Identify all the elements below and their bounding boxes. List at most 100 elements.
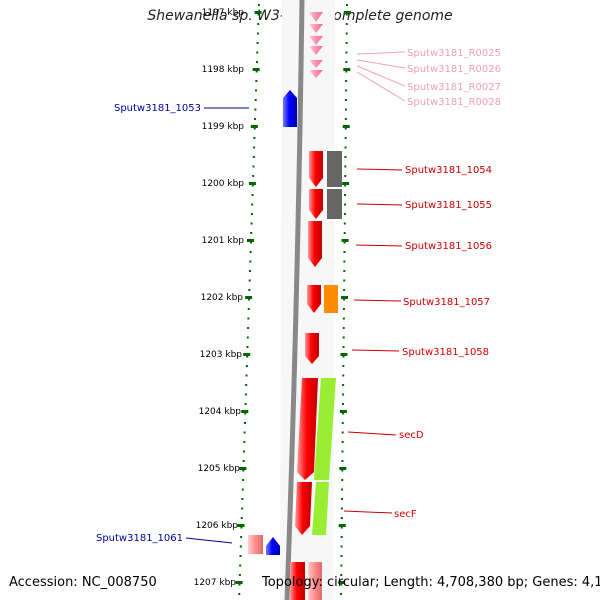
gene-1058[interactable] bbox=[305, 333, 319, 364]
ruler-dot bbox=[243, 422, 246, 424]
label-1061[interactable]: Sputw3181_1061 bbox=[96, 533, 183, 544]
ruler-dot bbox=[342, 374, 345, 377]
cog-1055 bbox=[327, 189, 342, 219]
gene-1054[interactable] bbox=[309, 151, 323, 187]
ruler-dot bbox=[256, 42, 259, 44]
label-1057[interactable]: Sputw3181_1057 bbox=[403, 297, 490, 308]
ruler-dot bbox=[343, 222, 346, 225]
label-secF[interactable]: secF bbox=[394, 509, 417, 520]
label-secD[interactable]: secD bbox=[399, 430, 424, 441]
label-1058[interactable]: Sputw3181_1058 bbox=[402, 347, 489, 358]
ruler-major-tick bbox=[239, 467, 247, 470]
tick-label: 1204 kbp bbox=[199, 407, 242, 417]
ruler-major-tick bbox=[339, 467, 347, 470]
ruler-dot bbox=[343, 232, 346, 234]
ruler-dot bbox=[242, 460, 245, 462]
ruler-dot bbox=[344, 108, 347, 111]
ruler-dot bbox=[240, 526, 243, 529]
gene-fragment-bottom-cog[interactable] bbox=[308, 562, 322, 600]
ruler-dot bbox=[341, 441, 344, 443]
ruler-dot bbox=[345, 51, 348, 54]
ruler-dot bbox=[343, 203, 346, 206]
ruler-dot bbox=[340, 507, 343, 510]
ruler-dot bbox=[240, 517, 243, 519]
ruler-dot bbox=[343, 251, 346, 253]
ruler-dot bbox=[245, 384, 248, 386]
gene-1057[interactable] bbox=[307, 285, 321, 313]
gene-fragment-left[interactable] bbox=[248, 535, 263, 554]
gene-secD[interactable] bbox=[297, 378, 318, 480]
rna-feature[interactable] bbox=[309, 70, 323, 78]
label-r0026[interactable]: Sputw3181_R0026 bbox=[407, 64, 501, 75]
rna-feature[interactable] bbox=[309, 12, 323, 22]
rna-feature[interactable] bbox=[309, 36, 323, 45]
ruler-dot bbox=[245, 374, 248, 377]
label-r0025[interactable]: Sputw3181_R0025 bbox=[407, 48, 501, 59]
rna-feature[interactable] bbox=[309, 24, 323, 33]
ruler-dot bbox=[248, 298, 251, 301]
ruler-dot bbox=[246, 346, 249, 348]
ruler-major-tick bbox=[252, 68, 260, 71]
gene-secF[interactable] bbox=[295, 482, 312, 535]
ruler-dot bbox=[341, 422, 344, 424]
cog-secD bbox=[314, 378, 336, 480]
cog-1054 bbox=[327, 151, 342, 187]
label-1056[interactable]: Sputw3181_1056 bbox=[405, 241, 492, 252]
tick-label: 1197 kbp bbox=[202, 8, 245, 18]
ruler-dot bbox=[240, 536, 243, 538]
ruler-dot bbox=[256, 32, 259, 35]
gene-1056[interactable] bbox=[308, 221, 322, 267]
ruler-dot bbox=[239, 564, 242, 567]
tick-label: 1202 kbp bbox=[201, 293, 244, 303]
ruler-dot bbox=[344, 175, 347, 177]
ruler-dot bbox=[342, 317, 345, 320]
gene-fragment-bottom[interactable] bbox=[290, 562, 305, 600]
ruler-dot bbox=[243, 431, 246, 434]
ruler-dot bbox=[252, 175, 255, 177]
label-1055[interactable]: Sputw3181_1055 bbox=[405, 200, 492, 211]
ruler-dot bbox=[342, 365, 345, 367]
tick-label: 1198 kbp bbox=[202, 65, 245, 75]
label-1053[interactable]: Sputw3181_1053 bbox=[114, 103, 201, 114]
ruler-dot bbox=[249, 260, 252, 263]
ruler-major-tick bbox=[241, 410, 249, 413]
ruler-dot bbox=[344, 137, 347, 139]
gene-1053[interactable] bbox=[283, 90, 297, 127]
tick-label: 1207 kbp bbox=[194, 578, 237, 588]
ruler-dot bbox=[239, 545, 242, 548]
ruler-major-tick bbox=[343, 11, 351, 14]
label-r0028[interactable]: Sputw3181_R0028 bbox=[407, 97, 501, 108]
ruler-right bbox=[340, 4, 348, 595]
ruler-dot bbox=[255, 89, 258, 92]
tick-label: 1200 kbp bbox=[202, 179, 245, 189]
ruler-dot bbox=[255, 80, 258, 82]
ruler-dot bbox=[241, 488, 244, 491]
ruler-dot bbox=[243, 441, 246, 443]
gene-1055[interactable] bbox=[309, 189, 323, 219]
ruler-dot bbox=[242, 479, 245, 481]
rna-feature[interactable] bbox=[309, 60, 323, 68]
ruler-dot bbox=[248, 289, 251, 291]
ruler-dot bbox=[345, 23, 348, 25]
ruler-dot bbox=[340, 536, 343, 538]
ruler-dot bbox=[342, 393, 345, 396]
ruler-dot bbox=[342, 327, 345, 329]
ruler-dot bbox=[238, 574, 241, 576]
ruler-dot bbox=[340, 526, 343, 529]
tick-label: 1201 kbp bbox=[202, 236, 245, 246]
gene-1061[interactable] bbox=[266, 537, 280, 555]
label-1054[interactable]: Sputw3181_1054 bbox=[405, 165, 492, 176]
ruler-dot bbox=[341, 498, 344, 500]
rna-feature[interactable] bbox=[309, 46, 323, 55]
ruler-major-tick bbox=[235, 581, 243, 584]
ruler-dot bbox=[343, 270, 346, 272]
tick-label: 1205 kbp bbox=[198, 464, 241, 474]
label-r0027[interactable]: Sputw3181_R0027 bbox=[407, 82, 501, 93]
ruler-dot bbox=[342, 308, 345, 310]
ruler-dot bbox=[241, 498, 244, 500]
ruler-dot bbox=[340, 583, 343, 586]
ruler-dot bbox=[253, 127, 256, 130]
ruler-dot bbox=[340, 545, 343, 548]
ruler-dot bbox=[343, 241, 346, 244]
backbone-line bbox=[284, 0, 305, 600]
